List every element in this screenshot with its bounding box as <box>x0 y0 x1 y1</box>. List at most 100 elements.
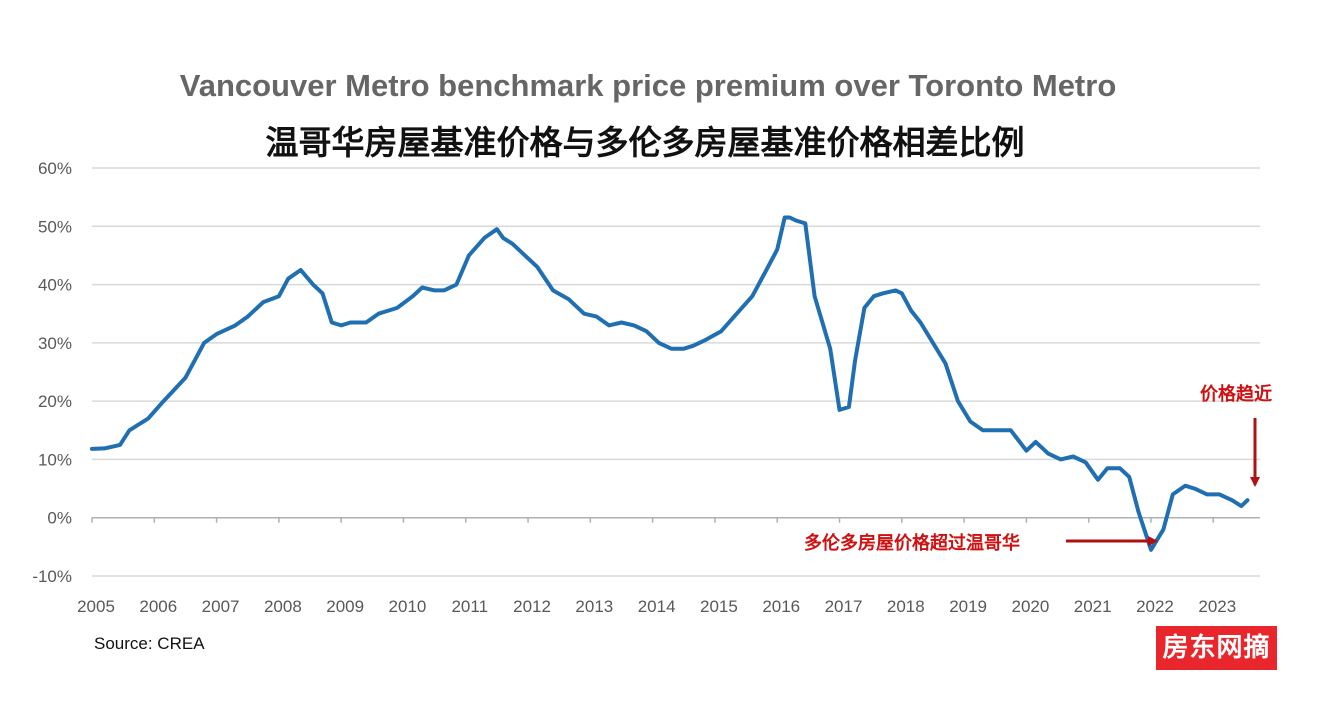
data-point <box>682 347 685 350</box>
data-point <box>1162 528 1165 531</box>
chart-subtitle: 温哥华房屋基准价格与多伦多房屋基准价格相差比例 <box>265 123 1025 162</box>
y-tick-label: 0% <box>47 509 72 528</box>
gridlines <box>92 167 1260 577</box>
source-note: Source: CREA <box>94 634 205 653</box>
x-tick-label: 2010 <box>389 597 427 616</box>
data-point <box>794 219 798 222</box>
data-point <box>118 443 122 447</box>
data-point <box>783 216 786 219</box>
data-point <box>847 405 851 409</box>
data-point <box>1059 458 1062 461</box>
data-point <box>872 295 875 298</box>
series-layer <box>90 215 1250 552</box>
data-point <box>1171 493 1175 496</box>
data-point <box>262 300 265 304</box>
x-tick-label: 2023 <box>1198 597 1236 616</box>
data-point <box>894 289 897 292</box>
x-tick-label: 2022 <box>1136 597 1174 616</box>
data-point <box>483 236 486 240</box>
data-point <box>90 447 94 451</box>
data-point <box>1149 548 1153 551</box>
data-point <box>234 324 237 327</box>
watermark-logo: 房东网摘 <box>1156 626 1277 670</box>
x-tick-label: 2007 <box>202 597 240 616</box>
data-point <box>944 362 947 365</box>
data-point <box>184 376 187 379</box>
y-tick-label: 40% <box>38 276 72 295</box>
x-axis <box>91 516 1260 523</box>
data-point <box>511 242 514 245</box>
data-point <box>632 324 636 327</box>
data-point <box>1118 467 1122 470</box>
data-point <box>1096 478 1100 481</box>
x-tick-label: 2014 <box>638 597 676 616</box>
data-point <box>349 321 352 324</box>
data-point <box>1184 484 1187 487</box>
data-point <box>863 306 866 310</box>
data-point <box>1071 455 1075 458</box>
x-tick-label: 2020 <box>1011 597 1049 616</box>
data-point <box>501 236 505 240</box>
data-point <box>994 429 997 432</box>
y-tick-label: 10% <box>38 450 72 469</box>
data-point <box>1009 429 1012 432</box>
data-point <box>900 292 903 295</box>
y-tick-label: 30% <box>38 334 72 353</box>
data-point <box>607 324 611 327</box>
data-point <box>377 312 380 315</box>
data-point <box>720 330 723 333</box>
data-point <box>311 283 315 286</box>
data-point <box>1205 493 1209 496</box>
x-tick-label: 2005 <box>77 597 115 616</box>
series-line <box>90 215 1250 552</box>
data-point <box>567 297 570 301</box>
data-point <box>704 338 707 342</box>
data-point <box>287 277 290 280</box>
data-point <box>776 248 779 251</box>
data-point <box>411 295 414 298</box>
data-point <box>455 283 458 286</box>
data-point <box>396 306 399 310</box>
data-point <box>1230 499 1234 502</box>
data-point <box>981 429 984 432</box>
data-point <box>1137 510 1140 514</box>
data-point <box>1047 452 1050 455</box>
x-tick-label: 2019 <box>949 597 987 616</box>
data-point <box>582 312 586 315</box>
data-point <box>881 292 885 295</box>
data-point <box>657 341 661 345</box>
data-point <box>495 228 499 231</box>
data-point <box>1240 504 1243 508</box>
data-point <box>330 321 333 324</box>
data-point <box>277 295 281 298</box>
annotation-arrows <box>1066 418 1260 546</box>
data-point <box>829 347 832 350</box>
x-tick-label: 2018 <box>887 597 925 616</box>
data-point <box>813 295 816 298</box>
data-point <box>433 289 436 292</box>
data-point <box>1218 493 1221 496</box>
data-point <box>1034 440 1037 444</box>
data-point <box>128 429 131 432</box>
x-axis-labels: 2005 2006 2007 2008 2009 2010 2011 2012 2013 2014… <box>77 597 1236 616</box>
data-point <box>691 344 695 347</box>
y-tick-label: 50% <box>38 217 72 236</box>
data-point <box>838 408 841 412</box>
data-point <box>536 265 539 269</box>
data-point <box>804 222 807 225</box>
x-tick-label: 2011 <box>451 597 488 616</box>
data-point <box>421 286 424 289</box>
data-point <box>1128 475 1131 479</box>
x-tick-label: 2012 <box>513 597 551 616</box>
data-point <box>1025 449 1028 452</box>
data-point <box>321 292 324 295</box>
data-point <box>146 417 150 420</box>
data-point <box>103 447 106 450</box>
x-tick-label: 2006 <box>139 597 177 616</box>
data-point <box>595 315 598 318</box>
data-point <box>1246 499 1249 502</box>
data-point <box>364 321 368 324</box>
data-point <box>551 289 555 292</box>
data-point <box>969 420 972 423</box>
